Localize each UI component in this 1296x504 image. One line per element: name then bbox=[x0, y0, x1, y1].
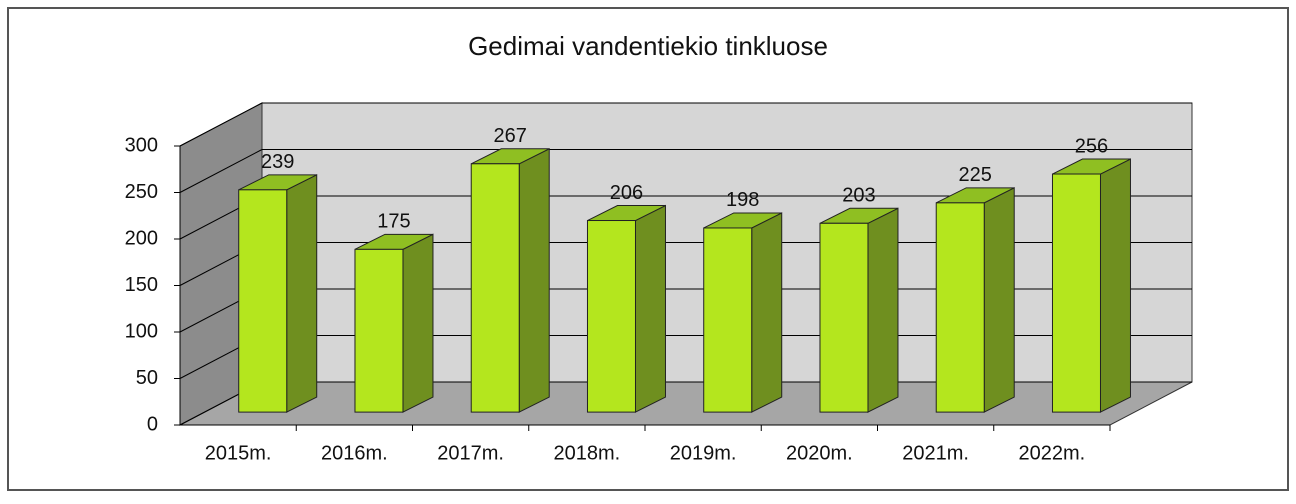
bar bbox=[238, 189, 288, 413]
bar-side bbox=[286, 174, 318, 413]
x-tick-label: 2020m. bbox=[786, 442, 853, 464]
x-tick-label: 2017m. bbox=[437, 442, 504, 464]
x-tick-label: 2018m. bbox=[554, 442, 621, 464]
data-label: 175 bbox=[377, 211, 410, 233]
y-tick-label: 50 bbox=[136, 367, 158, 389]
y-tick-label: 150 bbox=[125, 274, 158, 296]
x-tick-label: 2022m. bbox=[1019, 442, 1086, 464]
data-label: 256 bbox=[1075, 135, 1108, 157]
data-label: 239 bbox=[261, 151, 294, 173]
y-tick-label: 100 bbox=[125, 320, 158, 342]
chart-title: Gedimai vandentiekio tinkluose bbox=[468, 31, 828, 61]
bar-side bbox=[1099, 158, 1131, 413]
data-label: 198 bbox=[726, 189, 759, 211]
bar bbox=[935, 202, 985, 413]
bar-side bbox=[751, 212, 783, 413]
data-label: 225 bbox=[959, 164, 992, 186]
x-tick-label: 2019m. bbox=[670, 442, 737, 464]
grid-line bbox=[179, 102, 263, 147]
bar bbox=[354, 248, 404, 413]
bar-side bbox=[634, 204, 666, 413]
y-tick-label: 250 bbox=[125, 181, 158, 203]
y-tick-label: 300 bbox=[125, 134, 158, 156]
data-label: 206 bbox=[610, 182, 643, 204]
data-label: 203 bbox=[842, 185, 875, 207]
x-tick-label: 2016m. bbox=[321, 442, 388, 464]
bar bbox=[470, 163, 520, 413]
grid-line bbox=[179, 149, 263, 193]
bar bbox=[1051, 173, 1101, 413]
y-tick-label: 200 bbox=[125, 227, 158, 249]
x-tick-label: 2021m. bbox=[902, 442, 969, 464]
y-tick-label: 0 bbox=[147, 413, 158, 435]
bar-side bbox=[983, 187, 1015, 413]
bar bbox=[586, 220, 636, 413]
data-label: 267 bbox=[494, 125, 527, 147]
bar-side bbox=[402, 233, 434, 413]
x-tick-label: 2015m. bbox=[205, 442, 272, 464]
bar bbox=[703, 227, 753, 413]
bar-side bbox=[867, 207, 899, 413]
floor bbox=[179, 381, 1193, 426]
bar-side bbox=[518, 147, 550, 413]
bar bbox=[819, 222, 869, 413]
